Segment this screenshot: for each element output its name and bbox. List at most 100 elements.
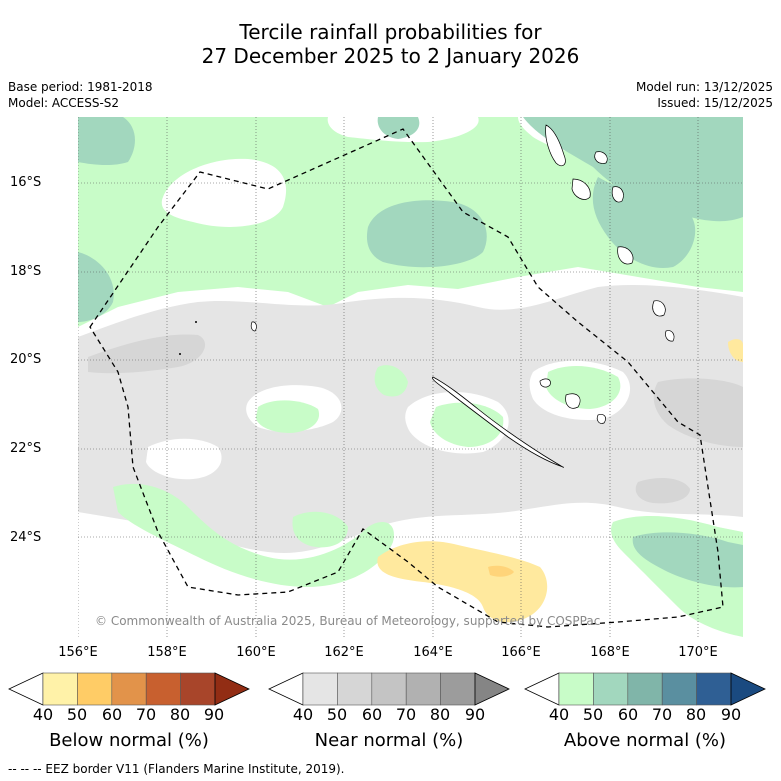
- small-island-west: [250, 321, 257, 332]
- colorbar-segment: [593, 672, 629, 706]
- colorbar-segment: [42, 672, 78, 706]
- lat-label: 24°S: [10, 530, 42, 545]
- cb-tick: 90: [203, 705, 225, 724]
- cb-tick: 90: [720, 705, 742, 724]
- model-name: Model: ACCESS-S2: [8, 96, 120, 110]
- above-green-sw: [113, 483, 394, 587]
- issued-date: Issued: 15/12/2025: [657, 96, 773, 110]
- colorbar-extend-high: [474, 672, 510, 706]
- loyalty-island-2: [565, 393, 581, 409]
- vanuatu-island-1: [545, 124, 566, 167]
- colorbar-segment: [145, 672, 181, 706]
- above-green-s: [292, 511, 348, 548]
- cb-tick: 70: [395, 705, 417, 724]
- cb-tick: 60: [361, 705, 383, 724]
- above-60-nw: [78, 117, 135, 166]
- near-60-south: [635, 477, 690, 504]
- white-sw: [78, 527, 743, 639]
- below-normal-title: Below normal (%): [49, 730, 209, 751]
- lon-label: 158°E: [147, 645, 187, 660]
- above-60-west: [78, 252, 114, 322]
- loyalty-island-1: [539, 378, 551, 388]
- colorbar-extend-low: [524, 672, 560, 706]
- above-normal-title: Above normal (%): [563, 730, 727, 751]
- near-60-west: [88, 334, 206, 374]
- near-normal-title: Near normal (%): [314, 730, 464, 751]
- cb-tick: 40: [32, 705, 54, 724]
- map-panel[interactable]: [78, 117, 743, 639]
- cb-tick: 50: [582, 705, 604, 724]
- small-island-dot-2: [179, 353, 181, 355]
- cb-tick: 80: [169, 705, 191, 724]
- eez-legend: -- -- -- EEZ border V11 (Flanders Marine…: [8, 762, 345, 776]
- eez-border: [89, 128, 724, 628]
- lon-label: 164°E: [413, 645, 453, 660]
- title-line-1: Tercile rainfall probabilities for: [239, 20, 542, 44]
- lat-label: 22°S: [10, 441, 42, 456]
- lat-label: 20°S: [10, 352, 42, 367]
- colorbar-segment: [337, 672, 373, 706]
- model-run: Model run: 13/12/2025: [635, 80, 773, 94]
- colorbar-segment: [111, 672, 147, 706]
- base-period: Base period: 1981-2018: [8, 80, 153, 94]
- cb-tick: 50: [66, 705, 88, 724]
- vanuatu-island-2: [571, 178, 591, 200]
- cb-tick: 90: [464, 705, 486, 724]
- vanuatu-island-7: [665, 330, 675, 342]
- graticule: [78, 117, 743, 639]
- white-gap-w2: [146, 438, 222, 480]
- vanuatu-island-6: [652, 300, 666, 317]
- colorbar-segment: [180, 672, 216, 706]
- cb-tick: 70: [135, 705, 157, 724]
- above-normal-colorbar: [524, 672, 766, 706]
- cb-tick: 40: [292, 705, 314, 724]
- below-60-patch: [488, 565, 514, 577]
- lon-label: 166°E: [501, 645, 541, 660]
- vanuatu-island-4: [611, 186, 624, 203]
- colorbar-extend-low: [8, 672, 44, 706]
- above-green-mid: [374, 365, 408, 397]
- colorbar-segment: [440, 672, 476, 706]
- map-svg: [78, 117, 743, 639]
- colorbar-extend-high: [730, 672, 766, 706]
- colorbar-segment: [371, 672, 407, 706]
- near-normal-colorbar: [268, 672, 510, 706]
- below-normal-east: [728, 339, 743, 362]
- colorbar-extend-high: [214, 672, 250, 706]
- below-normal-colorbar: [8, 672, 250, 706]
- above-green-center: [256, 400, 320, 433]
- below-normal-region: [377, 541, 548, 623]
- colorbar-extend-low: [268, 672, 304, 706]
- colorbar-segment: [405, 672, 441, 706]
- colorbar-segment: [696, 672, 732, 706]
- vanuatu-island-3: [594, 151, 608, 164]
- above-60-ne-top: [377, 117, 420, 139]
- white-gap-north: [161, 158, 287, 227]
- lon-label: 160°E: [236, 645, 276, 660]
- lon-label: 162°E: [324, 645, 364, 660]
- lat-label: 16°S: [10, 175, 42, 190]
- near-60-east: [653, 378, 743, 447]
- cb-tick: 70: [651, 705, 673, 724]
- lon-label: 156°E: [58, 645, 98, 660]
- copyright-text: © Commonwealth of Australia 2025, Bureau…: [95, 614, 601, 628]
- colorbar-segment: [558, 672, 594, 706]
- above-green-east: [546, 365, 621, 409]
- colorbar-segment: [627, 672, 663, 706]
- vanuatu-island-5: [617, 246, 634, 265]
- new-caledonia-island: [432, 376, 564, 468]
- above-60-ne: [523, 117, 743, 222]
- cb-tick: 60: [617, 705, 639, 724]
- small-island-dot-1: [195, 321, 197, 323]
- loyalty-island-3: [596, 414, 606, 424]
- cb-tick: 60: [101, 705, 123, 724]
- above-60-se: [632, 532, 743, 588]
- lat-label: 18°S: [10, 264, 42, 279]
- lon-label: 168°E: [590, 645, 630, 660]
- above-60-central: [366, 200, 487, 268]
- colorbar-segment: [661, 672, 697, 706]
- colorbars: [8, 672, 766, 706]
- cb-tick: 80: [429, 705, 451, 724]
- above-green-mid2: [430, 402, 504, 447]
- cb-tick: 40: [548, 705, 570, 724]
